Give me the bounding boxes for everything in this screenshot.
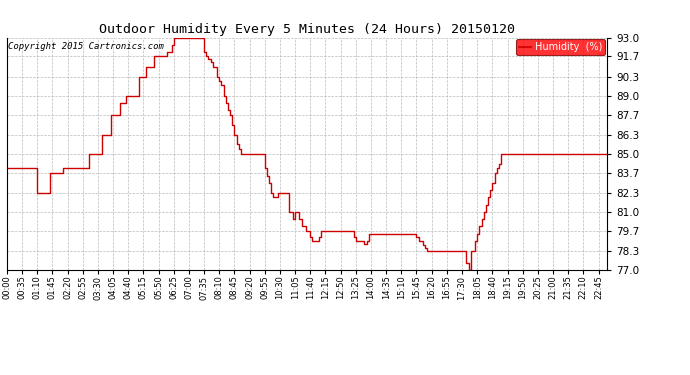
Title: Outdoor Humidity Every 5 Minutes (24 Hours) 20150120: Outdoor Humidity Every 5 Minutes (24 Hou… <box>99 23 515 36</box>
Text: Copyright 2015 Cartronics.com: Copyright 2015 Cartronics.com <box>8 42 164 51</box>
Legend: Humidity  (%): Humidity (%) <box>517 39 605 55</box>
